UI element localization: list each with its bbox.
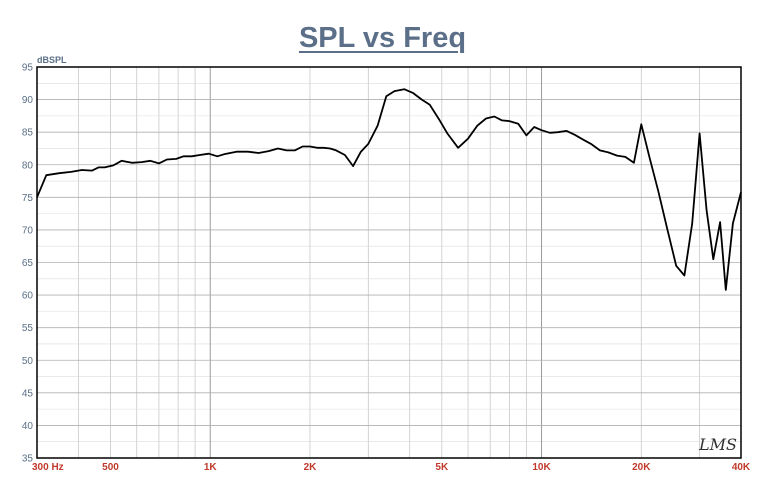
x-tick-label: 2K [304, 462, 318, 473]
y-tick-label: 70 [22, 225, 34, 236]
series-points [36, 88, 742, 291]
series-line-spl [36, 88, 742, 291]
x-tick-label: 1K [204, 462, 218, 473]
x-tick-label: 20K [632, 462, 651, 473]
y-tick-label: 65 [22, 258, 34, 269]
plot-frame [36, 66, 742, 459]
y-axis-label: dBSPL [37, 55, 67, 65]
y-tick-label: 60 [22, 291, 34, 302]
y-tick-label: 35 [22, 454, 34, 465]
y-tick-label: 95 [22, 63, 34, 74]
y-tick-label: 40 [22, 421, 34, 432]
x-axis-ticks: 300 Hz 500 1K 2K 5K 10K 20K 40K [32, 462, 751, 473]
lms-watermark: LMS [698, 435, 737, 454]
x-tick-label: 300 Hz [32, 462, 64, 473]
y-tick-label: 90 [22, 95, 34, 106]
major-grid [37, 66, 741, 459]
y-tick-label: 50 [22, 356, 34, 367]
y-tick-label: 80 [22, 160, 34, 171]
chart-title: SPL vs Freq [298, 22, 467, 54]
y-tick-label: 55 [22, 323, 34, 334]
x-tick-label: 5K [435, 462, 449, 473]
x-tick-label: 10K [532, 462, 551, 473]
y-tick-label: 45 [22, 388, 34, 399]
y-tick-label: 75 [22, 193, 34, 204]
x-tick-label: 500 [102, 462, 119, 473]
y-axis-ticks: 35 40 45 50 55 60 65 70 75 80 85 90 95 [22, 63, 34, 465]
y-tick-label: 85 [22, 128, 34, 139]
x-tick-label: 40K [732, 462, 751, 473]
